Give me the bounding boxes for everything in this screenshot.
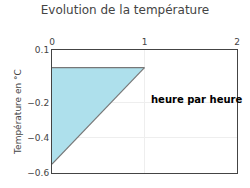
svg-text:Température en °C: Température en °C: [13, 69, 23, 155]
svg-text:heure par heure: heure par heure: [151, 94, 242, 105]
svg-text:1: 1: [142, 37, 148, 47]
svg-text:Evolution de la température: Evolution de la température: [41, 3, 210, 17]
svg-text:0: 0: [49, 37, 55, 47]
svg-text:−0.2: −0.2: [27, 98, 49, 108]
svg-text:−0.4: −0.4: [27, 133, 49, 143]
svg-text:0.1: 0.1: [35, 45, 49, 55]
svg-text:2: 2: [234, 37, 240, 47]
svg-text:−0.6: −0.6: [27, 168, 49, 178]
